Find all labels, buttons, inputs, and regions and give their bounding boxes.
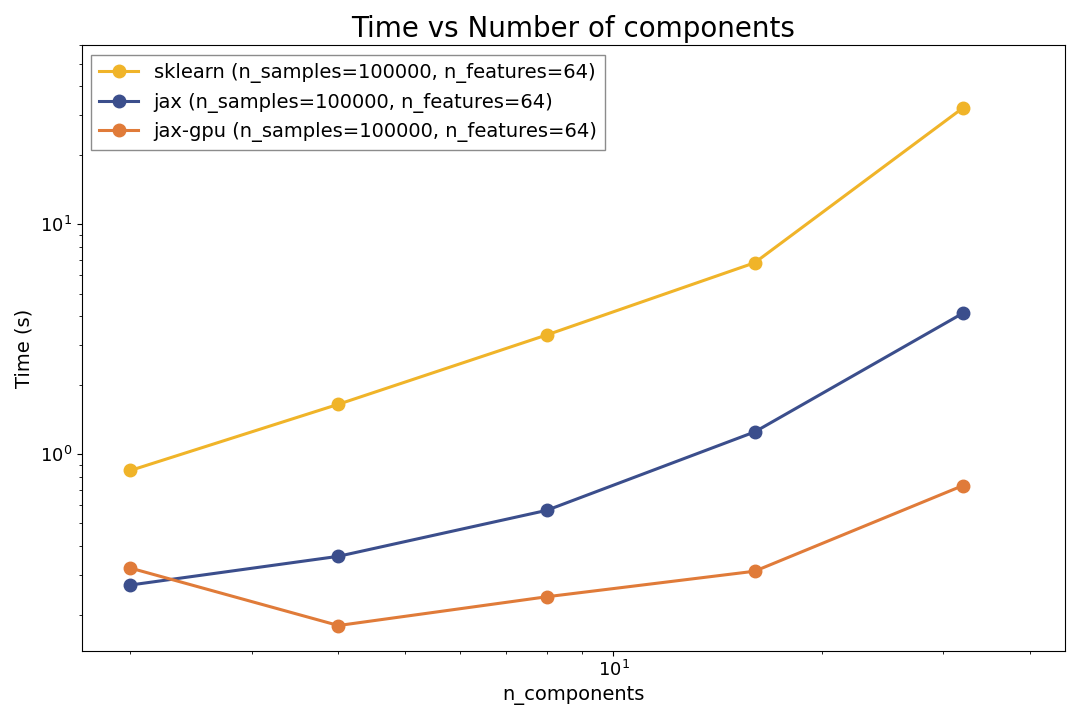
Line: jax-gpu (n_samples=100000, n_features=64): jax-gpu (n_samples=100000, n_features=64…	[124, 480, 969, 631]
jax-gpu (n_samples=100000, n_features=64)	[540, 593, 553, 601]
jax-gpu (n_samples=100000, n_features=64)	[956, 482, 969, 490]
Line: jax (n_samples=100000, n_features=64): jax (n_samples=100000, n_features=64)	[124, 307, 969, 591]
jax-gpu (n_samples=100000, n_features=64)	[748, 567, 761, 575]
sklearn (n_samples=100000, n_features=64)	[748, 258, 761, 267]
sklearn (n_samples=100000, n_features=64)	[332, 400, 345, 408]
jax (n_samples=100000, n_features=64)	[540, 506, 553, 515]
Title: Time vs Number of components: Time vs Number of components	[351, 15, 795, 43]
jax (n_samples=100000, n_features=64)	[956, 309, 969, 318]
sklearn (n_samples=100000, n_features=64)	[124, 466, 137, 474]
Line: sklearn (n_samples=100000, n_features=64): sklearn (n_samples=100000, n_features=64…	[124, 102, 969, 477]
jax (n_samples=100000, n_features=64)	[748, 428, 761, 436]
sklearn (n_samples=100000, n_features=64)	[956, 104, 969, 112]
jax (n_samples=100000, n_features=64)	[124, 581, 137, 590]
jax (n_samples=100000, n_features=64)	[332, 552, 345, 561]
X-axis label: n_components: n_components	[502, 686, 645, 705]
Legend: sklearn (n_samples=100000, n_features=64), jax (n_samples=100000, n_features=64): sklearn (n_samples=100000, n_features=64…	[92, 55, 605, 150]
jax-gpu (n_samples=100000, n_features=64)	[124, 564, 137, 572]
sklearn (n_samples=100000, n_features=64)	[540, 330, 553, 339]
Y-axis label: Time (s): Time (s)	[15, 308, 33, 387]
jax-gpu (n_samples=100000, n_features=64)	[332, 621, 345, 630]
